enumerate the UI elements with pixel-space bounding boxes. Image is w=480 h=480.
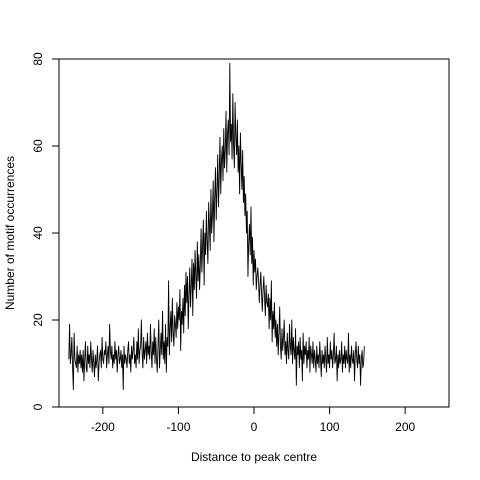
y-axis-label: Number of motif occurrences — [3, 156, 17, 310]
y-tick-label: 40 — [31, 226, 45, 240]
series-layer — [68, 62, 365, 391]
x-tick-label: 0 — [251, 420, 258, 434]
x-axis-label: Distance to peak centre — [191, 450, 317, 464]
x-tick-label: -200 — [91, 420, 115, 434]
x-tick-label: -100 — [166, 420, 190, 434]
series-line — [68, 62, 365, 391]
x-tick-label: 100 — [320, 420, 340, 434]
x-axis: -200 -100 0 100 200 — [91, 406, 415, 434]
y-tick-label: 0 — [31, 403, 45, 410]
y-tick-label: 20 — [31, 313, 45, 327]
x-tick-label: 200 — [395, 420, 415, 434]
y-axis: 0 20 40 60 80 — [31, 52, 60, 410]
y-tick-label: 80 — [31, 52, 45, 66]
y-tick-label: 60 — [31, 139, 45, 153]
